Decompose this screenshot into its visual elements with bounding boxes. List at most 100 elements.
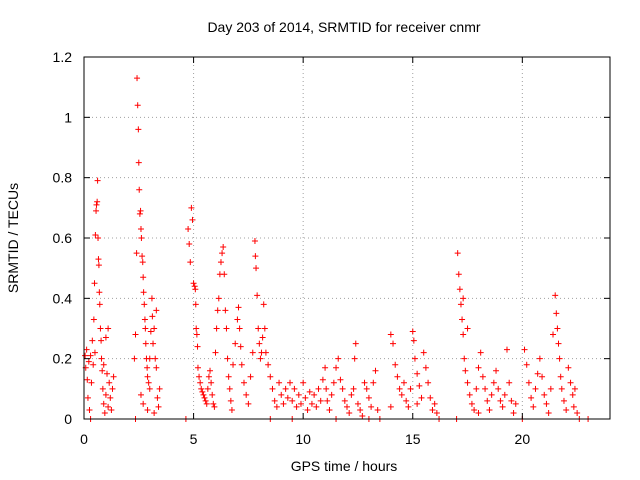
y-tick-label: 1 [64, 109, 72, 125]
data-point [88, 379, 95, 386]
data-point [565, 364, 572, 371]
data-point [297, 400, 304, 407]
data-point [409, 328, 416, 335]
data-point [346, 409, 353, 416]
data-point [416, 382, 423, 389]
data-point [534, 370, 541, 377]
data-point [104, 370, 111, 377]
data-point [350, 385, 357, 392]
y-tick-label: 1.2 [53, 49, 73, 65]
data-point [134, 102, 141, 109]
data-point [403, 397, 410, 404]
data-point [91, 349, 98, 356]
data-point [217, 259, 224, 266]
y-tick-label: 0.8 [53, 170, 73, 186]
data-point [260, 301, 267, 308]
data-point [189, 216, 196, 223]
data-point [262, 349, 269, 356]
data-point [151, 409, 158, 416]
data-point [359, 412, 366, 419]
data-point [141, 316, 148, 323]
data-point [144, 373, 151, 380]
data-point [543, 400, 550, 407]
data-point [109, 385, 116, 392]
data-point [289, 397, 296, 404]
data-point [100, 361, 107, 368]
data-point [545, 409, 552, 416]
data-point [208, 379, 215, 386]
data-point [570, 403, 577, 410]
data-point [328, 391, 335, 398]
data-point [96, 289, 103, 296]
data-point [372, 367, 379, 374]
data-point [422, 364, 429, 371]
data-point [153, 364, 160, 371]
data-point [308, 400, 315, 407]
data-point [106, 379, 113, 386]
data-point [501, 391, 508, 398]
data-point [521, 346, 528, 353]
data-point [322, 364, 329, 371]
data-point [556, 355, 563, 362]
data-point [196, 373, 203, 380]
data-point [525, 379, 532, 386]
data-point [137, 207, 144, 214]
data-point [311, 391, 318, 398]
data-point [110, 373, 117, 380]
data-point [363, 385, 370, 392]
data-point [563, 406, 570, 413]
y-tick-label: 0.2 [53, 351, 73, 367]
plot-frame [83, 56, 611, 420]
data-point [202, 397, 209, 404]
data-point [135, 159, 142, 166]
y-tick-label: 0.6 [53, 230, 73, 246]
data-point [198, 385, 205, 392]
data-point [188, 204, 195, 211]
data-point [153, 307, 160, 314]
data-point [284, 394, 291, 401]
data-point [361, 379, 368, 386]
data-point [245, 400, 252, 407]
data-point [147, 328, 154, 335]
data-point [261, 325, 268, 332]
data-point [484, 397, 491, 404]
data-point [479, 373, 486, 380]
data-point [460, 295, 467, 302]
data-point [95, 262, 102, 269]
x-tick-label: 10 [295, 431, 311, 447]
data-point [295, 391, 302, 398]
data-point [390, 340, 397, 347]
data-point [186, 241, 193, 248]
data-point [473, 385, 480, 392]
data-point [93, 201, 100, 208]
data-point [83, 346, 90, 353]
data-point [323, 385, 330, 392]
data-point [93, 207, 100, 214]
data-point [210, 400, 217, 407]
data-point [265, 361, 272, 368]
data-point [99, 367, 106, 374]
data-point [108, 406, 115, 413]
data-point [558, 385, 565, 392]
data-point [392, 361, 399, 368]
data-point [227, 397, 234, 404]
data-point [135, 126, 142, 133]
data-point [95, 235, 102, 241]
data-point [191, 283, 198, 290]
data-point [523, 361, 530, 368]
data-point [84, 394, 91, 401]
data-point [140, 274, 147, 281]
data-point [140, 289, 147, 296]
data-point [464, 325, 471, 332]
data-point [219, 250, 226, 257]
data-point [510, 409, 517, 416]
data-point [357, 406, 364, 413]
data-point [468, 400, 475, 407]
data-point [155, 403, 162, 410]
data-point [398, 391, 405, 398]
data-point [254, 292, 261, 299]
data-point [410, 337, 417, 344]
data-point [387, 331, 394, 338]
data-point [226, 385, 233, 392]
